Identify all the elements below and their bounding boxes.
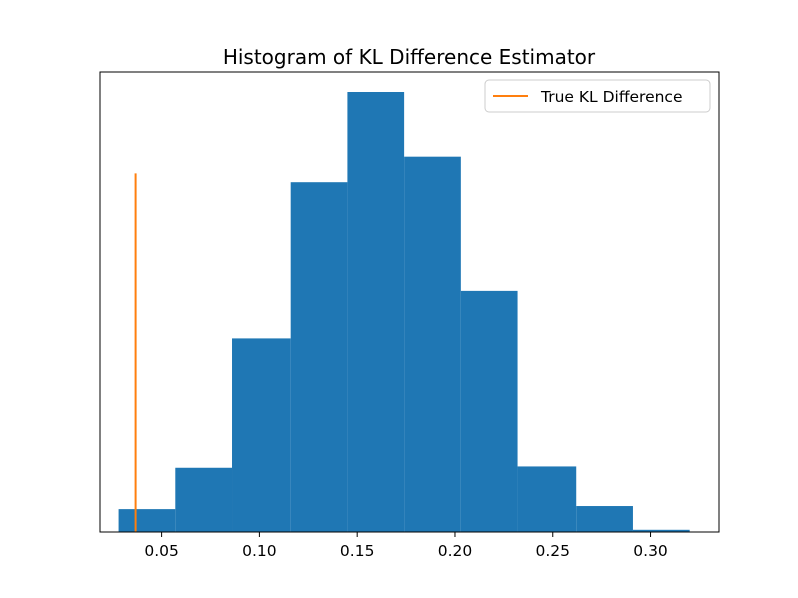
x-tick-label: 0.20: [438, 542, 473, 560]
bars-group: [118, 92, 690, 532]
histogram-bar-1: [118, 509, 176, 532]
histogram-bar-7: [460, 290, 518, 532]
histogram-bar-5: [347, 92, 405, 532]
histogram-bar-6: [404, 156, 461, 532]
x-tick-label: 0.10: [242, 542, 277, 560]
x-tick-label: 0.15: [340, 542, 375, 560]
legend: True KL Difference: [484, 79, 711, 113]
legend-box: [484, 79, 711, 113]
histogram-bar-9: [576, 506, 633, 532]
chart-title: Histogram of KL Difference Estimator: [223, 45, 596, 69]
legend-label: True KL Difference: [540, 88, 682, 106]
histogram-bar-3: [232, 338, 291, 532]
x-axis-ticks: 0.05 0.10 0.15 0.20 0.25 0.30: [144, 532, 668, 560]
x-tick-label: 0.30: [633, 542, 668, 560]
plot-frame: [99, 71, 720, 533]
histogram-bar-10: [632, 529, 690, 532]
x-tick-label: 0.05: [144, 542, 179, 560]
histogram-bar-8: [517, 466, 577, 532]
x-tick-label: 0.25: [536, 542, 571, 560]
histogram-bar-4: [290, 182, 348, 532]
histogram-bar-2: [175, 467, 233, 532]
